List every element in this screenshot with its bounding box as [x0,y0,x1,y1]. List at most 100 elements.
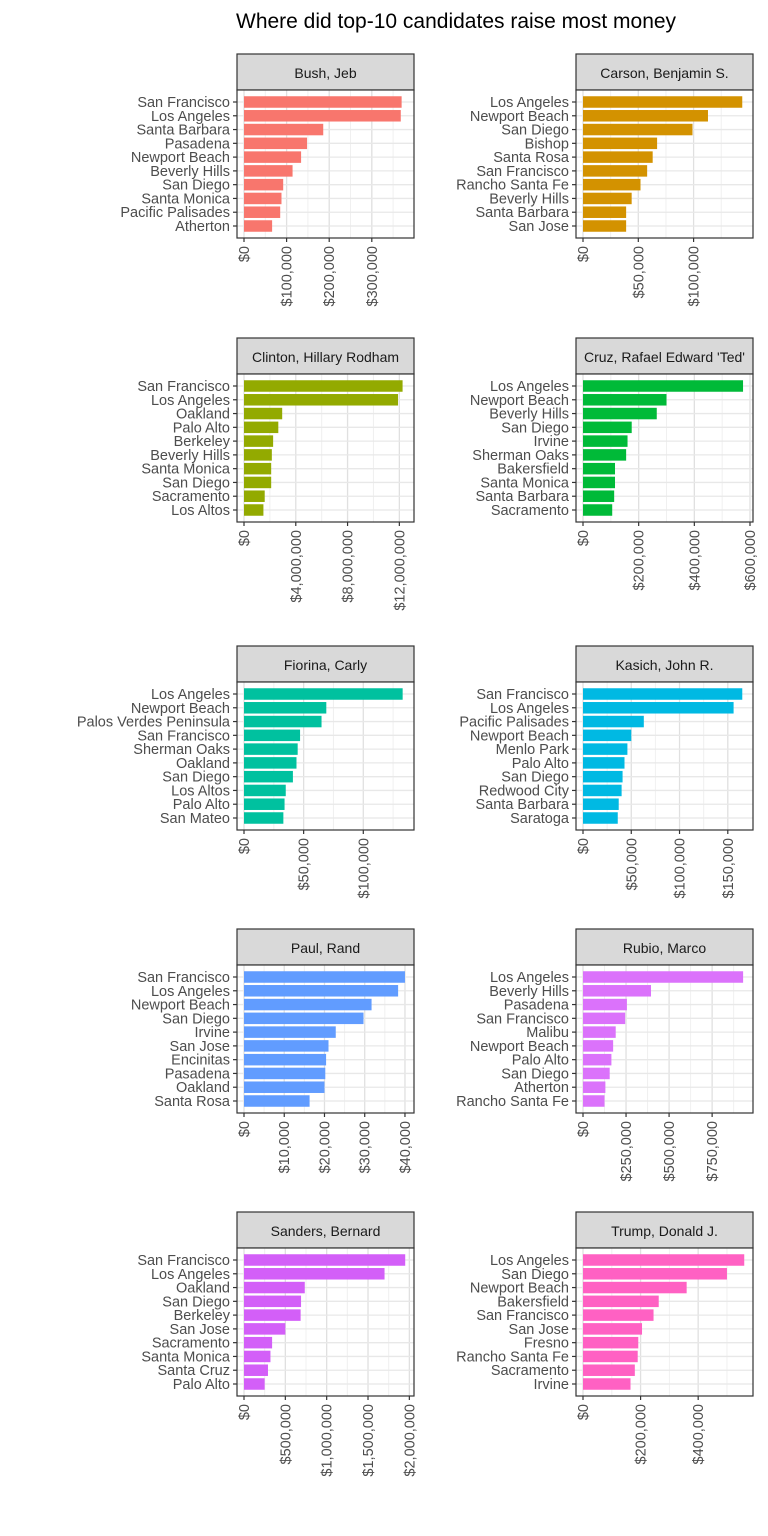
bar-san-diego [583,123,693,136]
bar-santa-monica [244,1350,271,1363]
facet-title: Sanders, Bernard [271,1223,381,1239]
bar-santa-barbara [244,123,324,136]
bar-palo-alto [583,757,625,769]
category-label: Oakland [176,756,230,772]
bar-san-diego [244,476,272,489]
bar-menlo-park [583,743,628,755]
bar-san-francisco [244,96,402,108]
category-label: Newport Beach [470,1281,569,1297]
category-label: Berkeley [174,1308,231,1324]
x-tick-label: $250,000 [619,1121,635,1181]
x-tick-label: $100,000 [280,246,296,306]
x-tick-label: $50,000 [297,838,313,890]
bar-oakland [244,1281,305,1294]
category-label: Newport Beach [131,701,230,717]
category-label: San Francisco [137,970,230,986]
category-label: San Francisco [137,728,230,744]
category-label: Irvine [534,1377,569,1393]
bar-oakland [244,1081,325,1093]
facet-strip [236,337,415,375]
category-label: San Jose [509,1322,569,1338]
x-tick-label: $100,000 [673,838,689,898]
category-label: Santa Barbara [475,205,569,221]
bar-san-francisco [583,1309,654,1321]
category-label: Pasadena [165,136,231,152]
panel-border [236,964,415,1114]
category-label: Sherman Oaks [133,742,230,758]
bar-bishop [583,137,658,150]
bar-berkeley [244,435,274,447]
bar-malibu [583,1026,616,1038]
bar-los-angeles [244,688,403,700]
category-label: Santa Monica [141,1349,231,1365]
category-label: Rancho Santa Fe [456,1094,569,1110]
category-label: Los Angeles [151,984,230,1000]
category-label: Menlo Park [496,742,570,758]
category-label: Redwood City [479,783,570,799]
facet-title: Bush, Jeb [294,65,356,81]
bar-san-jose [583,1323,643,1335]
facet-title: Rubio, Marco [623,940,706,956]
category-label: Pasadena [504,998,570,1014]
facet-strip [236,928,415,966]
x-tick-label: $0 [237,1121,253,1137]
x-tick-label: $1,000,000 [320,1404,336,1477]
category-label: Newport Beach [470,728,569,744]
category-label: Irvine [195,1025,230,1041]
category-label: San Diego [501,770,569,786]
category-label: Newport Beach [470,393,569,409]
bar-san-diego [244,770,293,783]
bar-san-francisco [244,971,405,983]
category-label: Fresno [524,1336,569,1352]
bar-los-altos [244,784,286,797]
category-label: Atherton [175,219,230,235]
facet-strip [575,337,754,375]
category-label: San Francisco [137,1253,230,1269]
bar-encinitas [244,1053,327,1066]
bar-pasadena [244,1067,326,1080]
bar-sacramento [244,1336,273,1349]
x-tick-label: $500,000 [278,1404,294,1464]
category-label: Los Altos [171,783,230,799]
bar-palo-alto [244,798,285,810]
facet-title: Carson, Benjamin S. [600,65,728,81]
x-tick-label: $1,500,000 [361,1404,377,1477]
bar-san-jose [244,1323,286,1335]
facet-title: Paul, Rand [291,940,360,956]
category-label: Palo Alto [173,797,230,813]
category-label: Santa Monica [480,475,570,491]
bar-san-mateo [244,812,284,824]
category-label: Los Angeles [151,687,230,703]
bar-san-diego [244,1295,302,1308]
category-label: San Jose [170,1322,230,1338]
category-label: Santa Cruz [157,1363,230,1379]
category-label: Sacramento [152,489,230,505]
category-label: Los Altos [171,503,230,519]
facet-title: Trump, Donald J. [611,1223,718,1239]
bar-oakland [244,757,297,769]
bar-bakersfield [583,1295,659,1308]
x-tick-label: $50,000 [624,838,640,890]
bar-newport-beach [244,998,372,1011]
category-label: Malibu [526,1025,569,1041]
bar-rancho-santa-fe [583,1350,638,1363]
category-label: Santa Barbara [475,489,569,505]
bar-rancho-santa-fe [583,1095,605,1107]
category-label: San Francisco [476,164,569,180]
bar-pasadena [583,998,627,1011]
x-tick-label: $0 [576,1121,592,1137]
bar-los-angeles [583,380,744,392]
category-label: Los Angeles [151,1267,230,1283]
bar-pacific-palisades [583,715,644,728]
category-label: San Diego [162,770,230,786]
facet-title: Clinton, Hillary Rodham [252,349,399,365]
category-label: Irvine [534,434,569,450]
bar-saratoga [583,812,618,824]
category-label: Rancho Santa Fe [456,178,569,194]
panel-border [236,89,415,239]
category-label: Newport Beach [131,998,230,1014]
